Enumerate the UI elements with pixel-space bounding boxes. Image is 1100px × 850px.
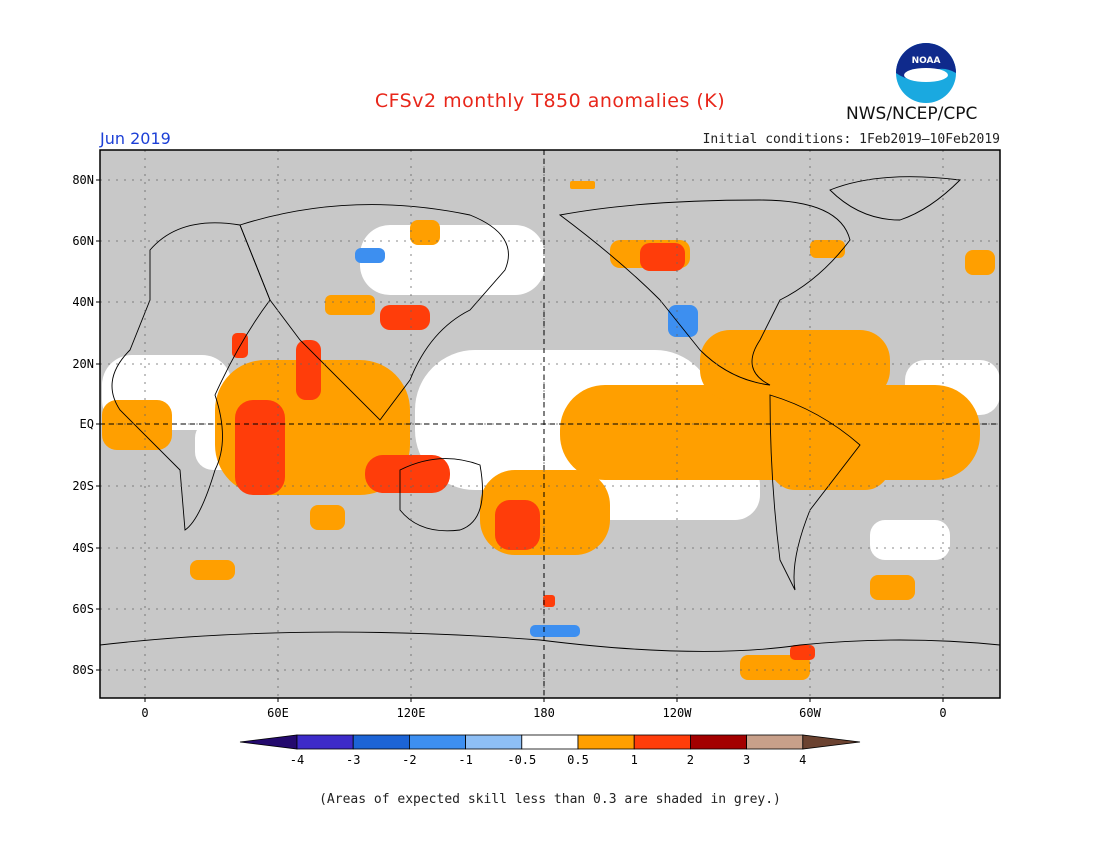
- strong-warm-anomaly-area: [543, 595, 555, 607]
- cool-anomaly-area: [355, 248, 385, 263]
- skill-footnote: (Areas of expected skill less than 0.3 a…: [319, 792, 781, 807]
- latitude-label: 20N: [72, 357, 94, 371]
- map-gridlines: [100, 150, 1000, 698]
- latitude-label: 80S: [72, 663, 94, 677]
- latitude-label: 40S: [72, 541, 94, 555]
- initial-conditions: Initial conditions: 1Feb2019–10Feb2019: [702, 132, 1000, 147]
- strong-warm-anomaly-area: [495, 500, 540, 550]
- legend-label: 3: [743, 753, 750, 767]
- greenland-coast: [829, 176, 961, 221]
- warm-anomaly-area: [310, 505, 345, 530]
- legend-arrow-high: [802, 734, 861, 750]
- legend-label: -3: [346, 753, 360, 767]
- asia-coast: [239, 204, 509, 421]
- legend-label: 0.5: [567, 753, 589, 767]
- south-america-coast: [769, 394, 861, 591]
- chart-title: CFSv2 monthly T850 anomalies (K): [374, 90, 726, 112]
- strong-warm-anomaly-area: [380, 305, 430, 330]
- cool-anomaly-area: [668, 305, 698, 337]
- legend-swatch: [577, 734, 635, 750]
- longitude-label: 0: [939, 706, 946, 720]
- coastlines: [99, 176, 1001, 652]
- neutral-area: [870, 520, 950, 560]
- warm-anomaly-area: [102, 400, 172, 450]
- strong-warm-anomaly-area: [365, 455, 450, 493]
- warm-anomaly-area: [570, 181, 595, 189]
- latitude-label: 20S: [72, 479, 94, 493]
- strong-warm-anomaly-area: [640, 243, 685, 271]
- latitude-label: 60S: [72, 602, 94, 616]
- legend-labels: -4 -3 -2 -1 -0.5 0.5 1 2 3 4: [290, 753, 807, 767]
- longitude-labels: 0 60E 120E 180 120W 60W 0: [141, 698, 947, 720]
- longitude-label: 60W: [799, 706, 821, 720]
- neutral-area: [360, 225, 545, 295]
- agency-label: NWS/NCEP/CPC: [846, 104, 978, 124]
- legend-swatch: [352, 734, 410, 750]
- legend-label: -1: [458, 753, 472, 767]
- latitude-label: 60N: [72, 234, 94, 248]
- warm-anomaly-area: [740, 655, 810, 680]
- warm-anomaly-area: [190, 560, 235, 580]
- legend-swatch: [633, 734, 691, 750]
- strong-warm-anomaly-area: [235, 400, 285, 495]
- antarctica-coast: [99, 631, 1001, 652]
- warm-anomaly-area: [770, 420, 890, 490]
- latitude-labels: 80N 60N 40N 20N EQ 20S 40S 60S 80S: [72, 173, 100, 677]
- legend-swatch: [408, 734, 466, 750]
- longitude-label: 120W: [663, 706, 693, 720]
- australia-coast: [399, 458, 483, 532]
- forecast-month: Jun 2019: [100, 129, 171, 148]
- latitude-label: 80N: [72, 173, 94, 187]
- north-america-coast: [558, 199, 851, 386]
- europe-africa-coast: [111, 222, 271, 531]
- warm-anomaly-area: [965, 250, 995, 275]
- longitude-label: 120E: [397, 706, 426, 720]
- latitude-label: EQ: [80, 417, 94, 431]
- longitude-label: 0: [141, 706, 148, 720]
- longitude-label: 180: [533, 706, 555, 720]
- legend-label: 1: [631, 753, 638, 767]
- latitude-label: 40N: [72, 295, 94, 309]
- legend-swatch: [746, 734, 804, 750]
- legend-label: -4: [290, 753, 304, 767]
- legend-swatch: [690, 734, 748, 750]
- legend-label: -2: [402, 753, 416, 767]
- warm-anomaly-area: [870, 575, 915, 600]
- legend-label: 2: [687, 753, 694, 767]
- cool-anomaly-area: [530, 625, 580, 637]
- warm-anomaly-area: [810, 240, 845, 258]
- legend-swatch: [296, 734, 354, 750]
- noaa-logo: NOAA: [896, 43, 956, 103]
- warm-anomaly-area: [325, 295, 375, 315]
- legend-swatch: [521, 734, 579, 750]
- legend-label: -0.5: [507, 753, 536, 767]
- legend-label: 4: [799, 753, 806, 767]
- strong-warm-anomaly-area: [790, 645, 815, 660]
- longitude-label: 60E: [267, 706, 289, 720]
- legend-arrow-low: [239, 734, 298, 750]
- warm-anomaly-area: [700, 330, 890, 400]
- warm-anomaly-area: [410, 220, 440, 245]
- logo-wordmark: NOAA: [912, 56, 941, 66]
- legend-swatch: [465, 734, 523, 750]
- color-legend: [239, 734, 861, 750]
